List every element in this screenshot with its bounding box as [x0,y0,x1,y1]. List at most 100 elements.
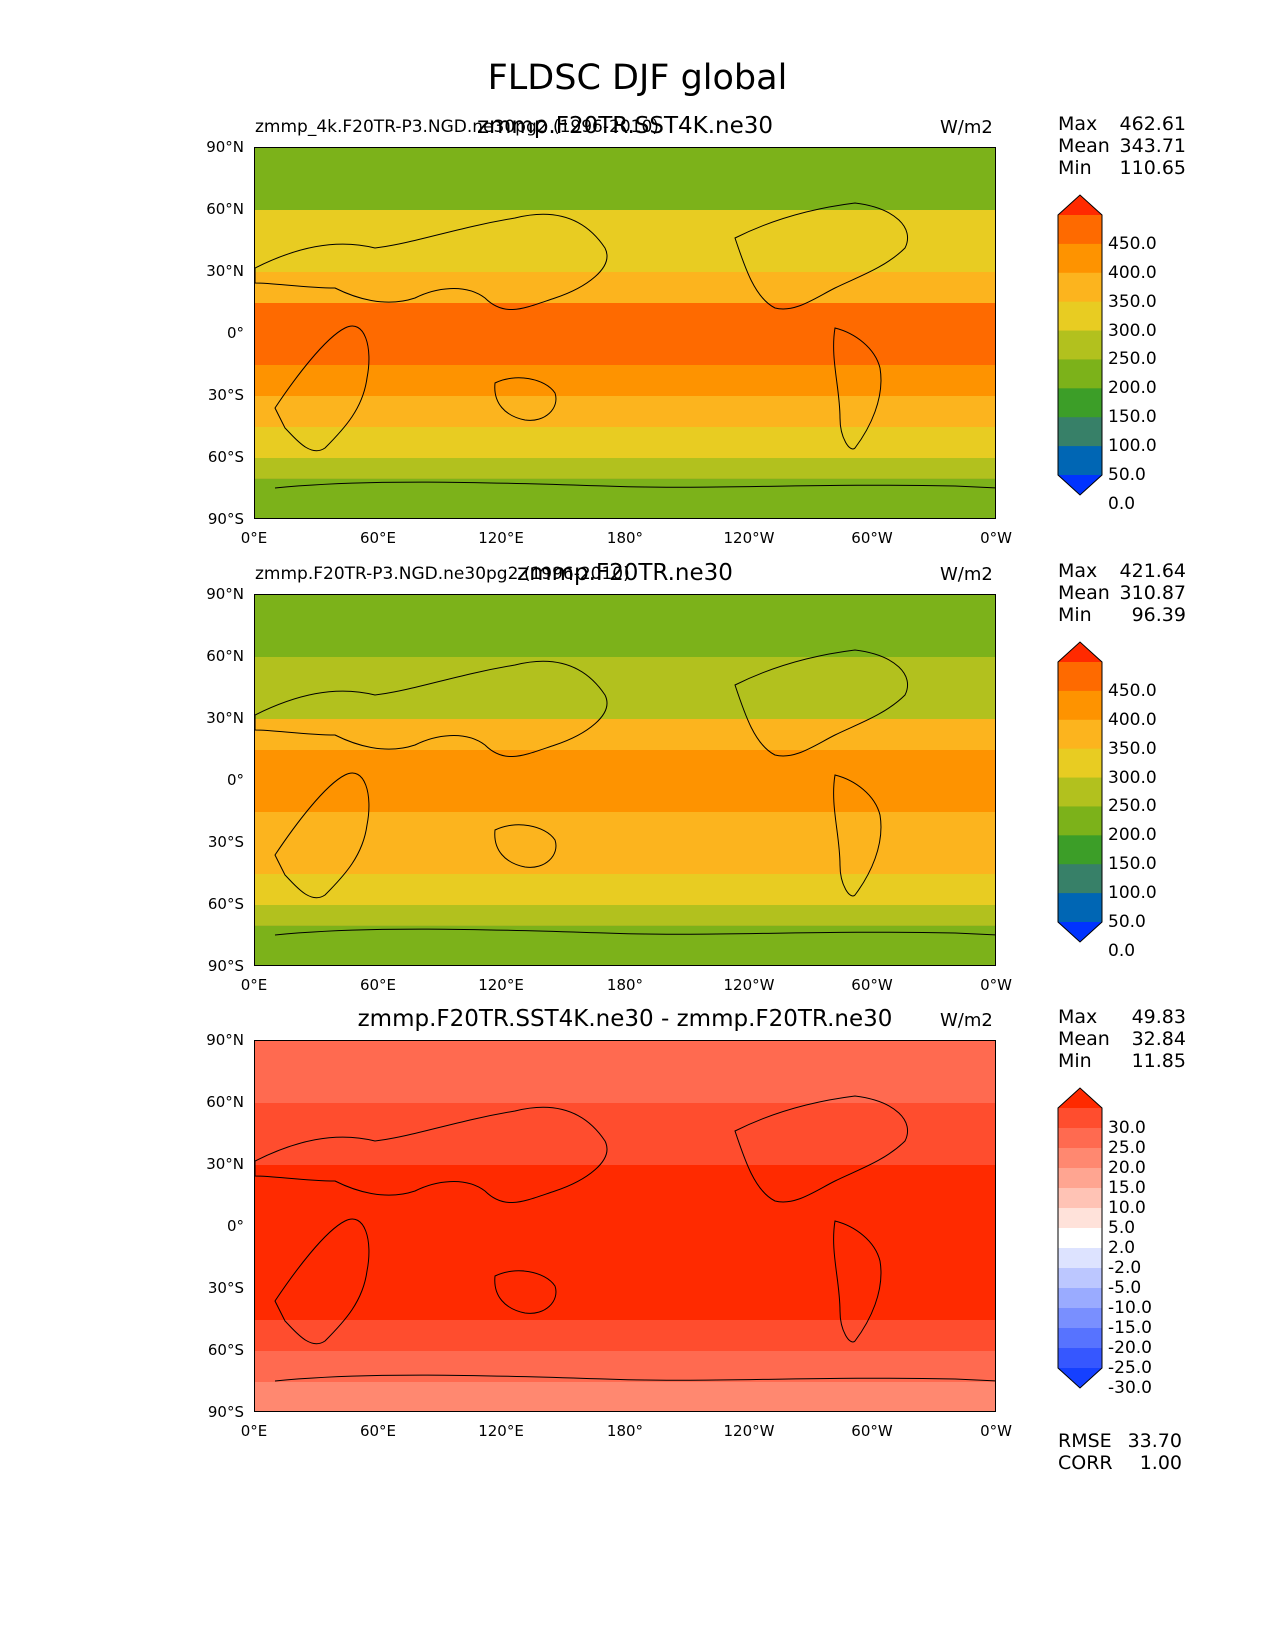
y-tick-label: 30°N [206,262,244,280]
stats-value: 110.65 [1119,157,1186,179]
x-tick-label: 0°W [980,529,1012,547]
coastline [274,772,370,898]
y-tick-label: 0° [226,324,244,342]
coastline [274,1218,370,1344]
y-tick-label: 60°S [207,895,244,913]
stats-label: Mean [1058,135,1110,157]
stats-label: Max [1058,113,1098,135]
coastline [255,213,608,311]
y-tick-label: 60°N [206,200,244,218]
colorbar-segment [1058,1228,1102,1249]
colorbar-segment [1058,893,1102,923]
colorbar-label: 0.0 [1108,940,1136,961]
colorbar-segment [1058,806,1102,836]
lat-band [255,1320,995,1351]
stats-value: 49.83 [1131,1006,1186,1028]
lat-band [255,905,995,926]
colorbar-label: -20.0 [1108,1338,1152,1358]
x-tick-label: 120°W [723,1422,775,1440]
stats-label: Max [1058,560,1098,582]
colorbar-label: 30.0 [1108,1118,1146,1138]
coastline [255,660,608,758]
colorbar-segment [1058,301,1102,332]
colorbar-label: 150.0 [1108,407,1157,428]
lat-band [255,1165,995,1320]
colorbar-label: 100.0 [1108,436,1157,457]
coastline [274,928,995,936]
colorbar-extend-top [1058,642,1102,662]
lat-band [255,1041,995,1103]
y-tick-label: 60°N [206,647,244,665]
colorbar-segment [1058,272,1102,303]
map-svg [255,1041,995,1411]
colorbar-label: 300.0 [1108,767,1157,788]
x-tick-label: 120°W [723,976,775,994]
lat-band [255,478,995,518]
colorbar-label: 100.0 [1108,883,1157,904]
y-tick-label: 30°N [206,709,244,727]
colorbar-label: 200.0 [1108,378,1157,399]
panel-test: zmmp_4k.F20TR-P3.NGD.ne30pg2 (1996-2010)… [0,105,1275,575]
lat-band [255,595,995,657]
stats-row: Mean 343.71 [1058,135,1186,157]
lat-band [255,925,995,965]
colorbar-segment [1058,215,1102,245]
coastline [734,1095,908,1203]
colorbar-label: -30.0 [1108,1378,1152,1398]
colorbar-extend-top [1058,195,1102,215]
rmse-value: 33.70 [1127,1430,1182,1452]
lat-band [255,657,995,719]
y-tick-label: 90°S [207,957,244,975]
stats-label: Min [1058,157,1092,179]
stats-label: Min [1058,604,1092,626]
y-tick-label: 30°S [207,833,244,851]
colorbar-label: 250.0 [1108,796,1157,817]
colorbar-label: -5.0 [1108,1278,1142,1298]
units-label: W/m2 [940,117,993,138]
colorbar-segment [1058,446,1102,476]
stats-row: Mean 32.84 [1058,1028,1186,1050]
coastline [274,1374,995,1382]
colorbar-label: 200.0 [1108,825,1157,846]
y-tick-label: 90°N [206,138,244,156]
rmse-corr-stats: RMSE 33.70 CORR 1.00 [1058,1430,1182,1474]
x-tick-label: 60°W [851,1422,893,1440]
x-tick-label: 60°W [851,976,893,994]
map-plot [254,1040,996,1412]
lat-band [255,843,995,874]
stats-value: 462.61 [1119,113,1186,135]
lat-band [255,719,995,750]
y-tick-label: 60°S [207,1341,244,1359]
lat-band [255,1103,995,1165]
panel-center-title: zmmp.F20TR.SST4K.ne30 - zmmp.F20TR.ne30 [357,1006,893,1032]
colorbar-label: 10.0 [1108,1198,1146,1218]
lat-band [255,365,995,396]
colorbar-label: 350.0 [1108,291,1157,312]
map-svg [255,595,995,965]
y-tick-label: 90°N [206,1031,244,1049]
colorbar-label: 450.0 [1108,680,1157,701]
colorbar-outline [1057,1087,1103,1389]
lat-band [255,1351,995,1382]
x-tick-label: 60°E [359,1422,397,1440]
colorbar-segment [1058,748,1102,779]
x-tick-label: 60°E [359,976,397,994]
colorbar-svg [1057,641,1103,943]
x-tick-label: 0°W [980,1422,1012,1440]
colorbar [1057,1087,1103,1389]
coastline [833,774,882,897]
stats-row: Min 96.39 [1058,604,1186,626]
units-label: W/m2 [940,1010,993,1031]
colorbar-label: 400.0 [1108,709,1157,730]
x-tick-label: 0°W [980,976,1012,994]
x-tick-label: 0°E [240,976,268,994]
lat-band [255,812,995,843]
x-tick-label: 120°W [723,529,775,547]
x-tick-label: 60°W [851,529,893,547]
colorbar-extend-bottom [1058,475,1102,495]
colorbar-extend-top [1058,1088,1102,1108]
colorbar-label: 25.0 [1108,1138,1146,1158]
colorbar-label: -15.0 [1108,1318,1152,1338]
y-tick-label: 60°N [206,1093,244,1111]
colorbar-label: 2.0 [1108,1238,1136,1258]
